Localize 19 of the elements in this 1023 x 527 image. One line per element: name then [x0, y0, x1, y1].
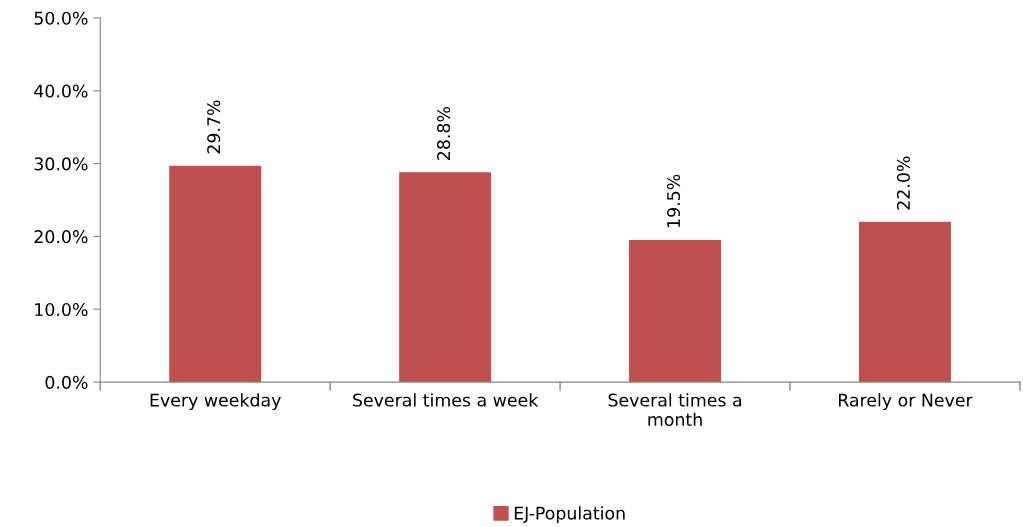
y-tick-label: 50.0% [34, 11, 88, 25]
x-tick-label: Every weekday [150, 393, 281, 410]
data-label: 22.0% [896, 156, 911, 210]
bar [629, 240, 722, 383]
y-tick-label: 30.0% [34, 157, 88, 171]
y-tick-label: 40.0% [34, 84, 88, 98]
x-tick-label: Several times a month [608, 393, 742, 427]
x-tick-label: Rarely or Never [838, 393, 973, 410]
bar [858, 221, 951, 383]
y-tick-label: 10.0% [35, 302, 88, 317]
y-tick-label: 20.0% [34, 230, 88, 244]
data-label: 19.5% [666, 174, 681, 228]
data-label: 28.8% [437, 107, 451, 160]
legend-label: EJ-Population [514, 506, 625, 524]
y-tick-label: 0.0% [45, 375, 88, 389]
data-label: 29.7% [207, 100, 221, 154]
bar [169, 165, 262, 383]
x-tick-label: Several times a week [353, 393, 539, 407]
bar [399, 172, 492, 383]
